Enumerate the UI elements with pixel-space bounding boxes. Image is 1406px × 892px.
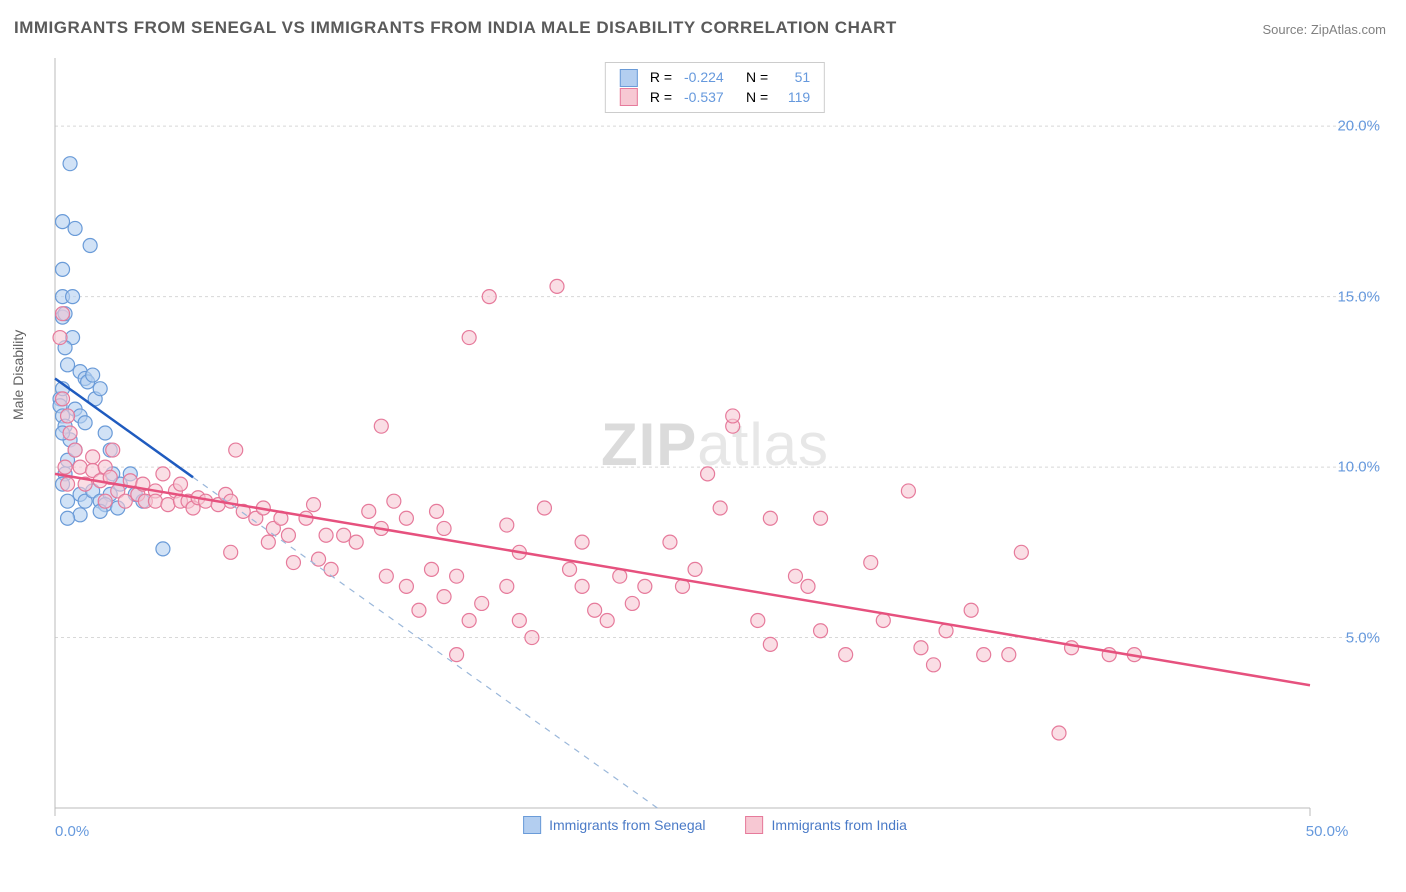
stat-r-label: R = <box>650 68 672 88</box>
legend-label-india: Immigrants from India <box>772 817 907 833</box>
stat-n-value-india: 119 <box>780 88 810 108</box>
legend-label-senegal: Immigrants from Senegal <box>549 817 705 833</box>
legend-stats-row-senegal: R = -0.224 N = 51 <box>620 68 810 88</box>
y-tick-label: 20.0% <box>1337 118 1380 135</box>
swatch-senegal-icon <box>523 816 541 834</box>
stat-r-value-india: -0.537 <box>684 88 734 108</box>
y-axis-label: Male Disability <box>10 330 26 420</box>
y-tick-label: 10.0% <box>1337 459 1380 476</box>
swatch-india-icon <box>620 88 638 106</box>
x-tick-label: 50.0% <box>1306 823 1349 840</box>
swatch-senegal-icon <box>620 69 638 87</box>
legend-stats-box: R = -0.224 N = 51 R = -0.537 N = 119 <box>605 62 825 113</box>
scatter-plot <box>50 58 1380 838</box>
y-tick-label: 15.0% <box>1337 288 1380 305</box>
x-tick-label: 0.0% <box>55 823 89 840</box>
swatch-india-icon <box>746 816 764 834</box>
legend-stats-row-india: R = -0.537 N = 119 <box>620 88 810 108</box>
legend-bottom: Immigrants from Senegal Immigrants from … <box>523 816 907 834</box>
stat-n-label: N = <box>746 68 768 88</box>
chart-area: ZIPatlas R = -0.224 N = 51 R = -0.537 N … <box>50 58 1380 838</box>
source-label: Source: ZipAtlas.com <box>1262 22 1386 37</box>
legend-item-india: Immigrants from India <box>746 816 907 834</box>
stat-n-value-senegal: 51 <box>780 68 810 88</box>
stat-r-label: R = <box>650 88 672 108</box>
stat-n-label: N = <box>746 88 768 108</box>
y-tick-label: 5.0% <box>1346 629 1380 646</box>
stat-r-value-senegal: -0.224 <box>684 68 734 88</box>
legend-item-senegal: Immigrants from Senegal <box>523 816 705 834</box>
chart-title: IMMIGRANTS FROM SENEGAL VS IMMIGRANTS FR… <box>14 18 897 38</box>
